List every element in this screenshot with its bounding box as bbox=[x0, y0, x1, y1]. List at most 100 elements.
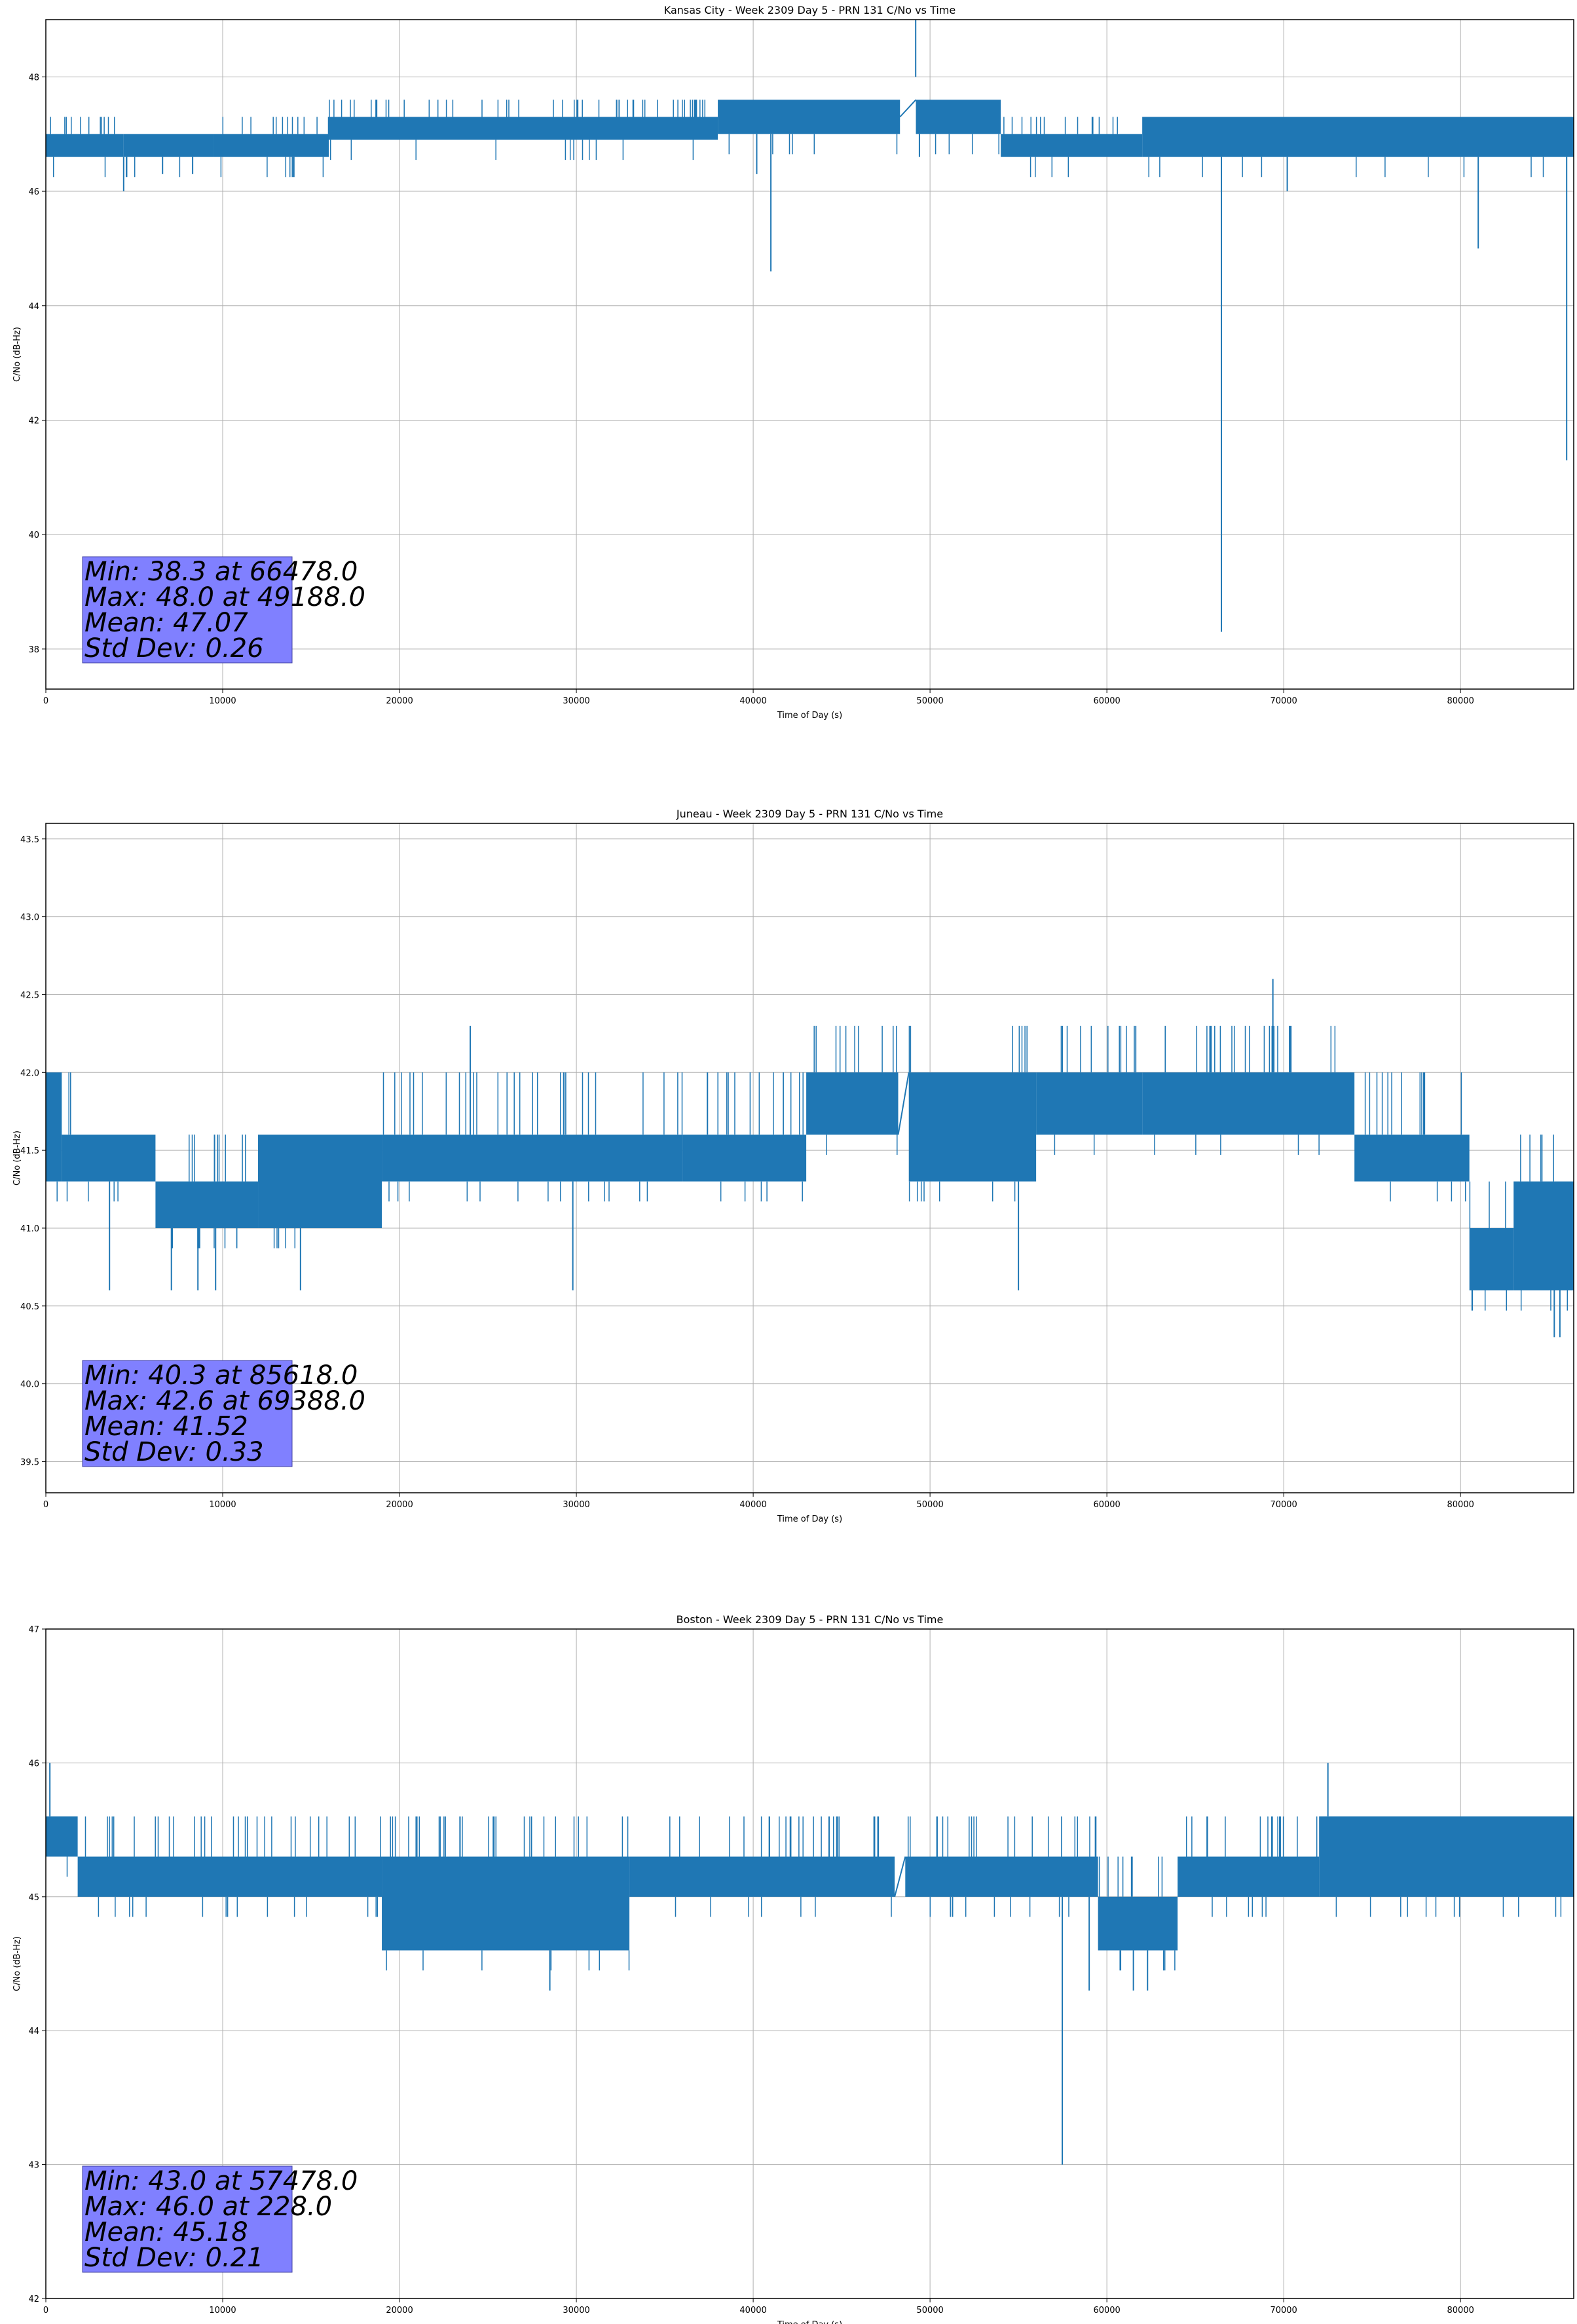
stats-line: Std Dev: 0.26 bbox=[84, 633, 264, 664]
band-flicker bbox=[907, 1816, 1097, 1917]
y-tick-label: 42 bbox=[28, 416, 39, 426]
band-flicker bbox=[382, 1072, 683, 1202]
y-tick-label: 43.0 bbox=[20, 913, 39, 923]
stats-box-bg bbox=[82, 556, 293, 664]
band-flicker bbox=[1154, 1026, 1336, 1155]
x-axis-label: Time of Day (s) bbox=[777, 711, 842, 721]
y-tick-label: 45 bbox=[28, 1893, 39, 1903]
series-cno bbox=[46, 1763, 1574, 2165]
series-cno bbox=[46, 20, 1574, 632]
x-tick-label: 20000 bbox=[386, 696, 413, 706]
y-tick-label: 47 bbox=[28, 1625, 39, 1635]
band-flicker bbox=[273, 1228, 296, 1248]
stats-line: Mean: 41.52 bbox=[84, 1412, 248, 1442]
x-tick-label: 50000 bbox=[916, 1500, 943, 1510]
band-segment bbox=[1098, 1896, 1178, 1951]
axes-frame bbox=[45, 19, 1574, 690]
stats-line: Std Dev: 0.33 bbox=[84, 1437, 264, 1467]
band-segment bbox=[1142, 1072, 1355, 1135]
band-flicker bbox=[1148, 157, 1544, 178]
x-tick-label: 10000 bbox=[209, 696, 236, 706]
band-flicker bbox=[1469, 1181, 1508, 1311]
axes-frame bbox=[45, 1628, 1574, 2299]
x-axis-label: Time of Day (s) bbox=[777, 2320, 842, 2324]
x-axis: 0 10000 20000 30000 40000 50000 60000 70000 8000… bbox=[43, 1493, 1474, 1510]
chart-title: Juneau - Week 2309 Day 5 - PRN 131 C/No … bbox=[676, 808, 943, 820]
x-axis: 0 10000 20000 30000 40000 50000 60000 70000 8000… bbox=[43, 689, 1474, 706]
band-segment bbox=[46, 1816, 78, 1857]
band-segment bbox=[123, 134, 214, 157]
y-tick-label: 41.0 bbox=[20, 1224, 39, 1234]
stats-line: Mean: 47.07 bbox=[84, 608, 248, 638]
band-segment bbox=[382, 1856, 630, 1951]
x-tick-label: 50000 bbox=[916, 2306, 943, 2315]
x-tick-label: 30000 bbox=[563, 2306, 589, 2315]
band-segment bbox=[81, 1134, 156, 1182]
band-segment bbox=[62, 1134, 82, 1182]
band-flicker bbox=[329, 100, 706, 160]
chart-panel-2: 0 10000 20000 30000 40000 50000 60000 70000 8000… bbox=[12, 808, 1574, 1524]
x-tick-label: 80000 bbox=[1447, 1500, 1474, 1510]
band-flicker bbox=[813, 1026, 898, 1155]
y-tick-label: 43 bbox=[28, 2161, 39, 2171]
band-flicker bbox=[1003, 117, 1118, 178]
band-flicker bbox=[1520, 1134, 1568, 1311]
y-axis: 39.5 40.0 40.5 41.0 41.5 42.0 42.5 43.0 43.5 bbox=[20, 835, 46, 1467]
y-tick-label: 42.0 bbox=[20, 1068, 39, 1078]
band-segment bbox=[1469, 1228, 1514, 1291]
band-flicker bbox=[50, 117, 115, 178]
band-segment bbox=[1319, 1816, 1574, 1897]
x-tick-label: 60000 bbox=[1093, 696, 1120, 706]
band-flicker bbox=[669, 1816, 892, 1917]
y-axis-label: C/No (dB-Hz) bbox=[12, 1936, 22, 1991]
band-segment bbox=[329, 117, 718, 140]
y-tick-label: 46 bbox=[28, 187, 39, 197]
stats-line: Mean: 45.18 bbox=[84, 2217, 248, 2247]
y-axis-label: C/No (dB-Hz) bbox=[12, 327, 22, 382]
x-tick-label: 80000 bbox=[1447, 2306, 1474, 2315]
band-segment bbox=[718, 100, 900, 134]
band-flicker bbox=[728, 134, 898, 155]
x-tick-label: 40000 bbox=[739, 1500, 766, 1510]
band-segment bbox=[1513, 1181, 1574, 1291]
y-tick-label: 44 bbox=[28, 2027, 39, 2036]
x-tick-label: 0 bbox=[43, 696, 48, 706]
y-tick-label: 42 bbox=[28, 2295, 39, 2304]
x-tick-label: 30000 bbox=[563, 696, 589, 706]
band-flicker bbox=[66, 1072, 71, 1202]
band-flicker bbox=[88, 1181, 119, 1202]
band-flicker bbox=[1054, 1026, 1137, 1155]
band-segment bbox=[1142, 117, 1574, 157]
y-tick-label: 38 bbox=[28, 645, 39, 655]
band-segment bbox=[629, 1856, 895, 1897]
band-segment bbox=[155, 1181, 259, 1228]
gap-bridge bbox=[894, 1856, 906, 1898]
y-tick-label: 42.5 bbox=[20, 990, 39, 1000]
band-segment bbox=[1178, 1856, 1320, 1897]
x-axis: 0 10000 20000 30000 40000 50000 60000 70000 8000… bbox=[43, 2298, 1474, 2315]
band-segment bbox=[46, 1072, 62, 1182]
stats-line: Max: 42.6 at 69388.0 bbox=[84, 1386, 365, 1416]
y-tick-label: 40.5 bbox=[20, 1302, 39, 1312]
y-tick-label: 44 bbox=[28, 302, 39, 312]
y-tick-label: 40.0 bbox=[20, 1380, 39, 1390]
band-flicker bbox=[1098, 1856, 1176, 1971]
chart-title: Boston - Week 2309 Day 5 - PRN 131 C/No … bbox=[677, 1613, 944, 1626]
stats-line: Max: 46.0 at 228.0 bbox=[84, 2192, 332, 2222]
x-tick-label: 10000 bbox=[209, 1500, 236, 1510]
y-tick-label: 48 bbox=[28, 73, 39, 83]
y-tick-label: 40 bbox=[28, 531, 39, 540]
band-segment bbox=[908, 1072, 1037, 1182]
band-segment bbox=[382, 1134, 683, 1182]
band-flicker bbox=[707, 1072, 804, 1202]
x-tick-label: 20000 bbox=[386, 2306, 413, 2315]
x-tick-label: 0 bbox=[43, 1500, 48, 1510]
band-segment bbox=[806, 1072, 899, 1135]
gap-bridge bbox=[899, 99, 917, 118]
band-segment bbox=[916, 100, 1001, 134]
stats-line: Max: 48.0 at 49188.0 bbox=[84, 582, 365, 612]
stats-line: Std Dev: 0.21 bbox=[84, 2243, 264, 2273]
band-segment bbox=[46, 134, 124, 157]
